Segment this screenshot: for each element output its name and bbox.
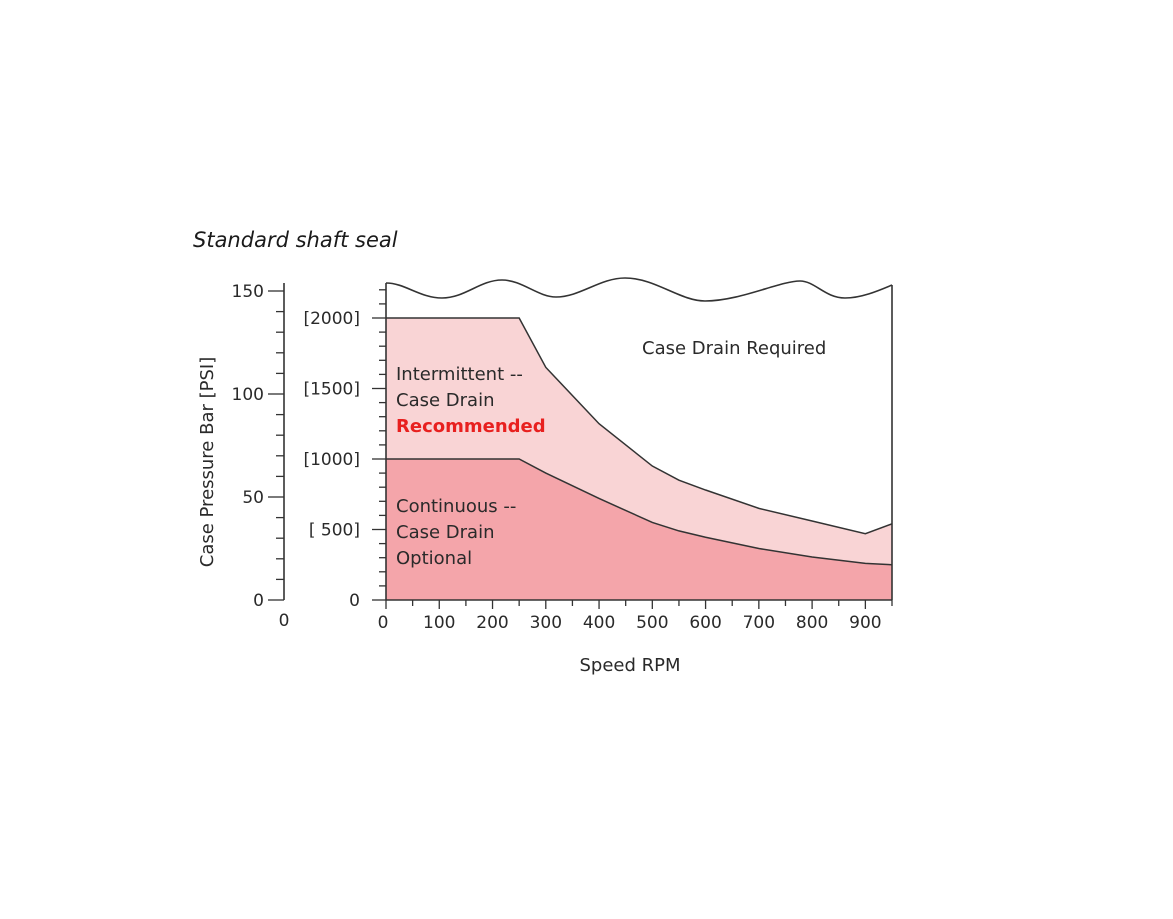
continuous-boundary-line — [386, 458, 893, 566]
x-tick-label: 0 — [378, 613, 389, 633]
x-tick-label: 100 — [423, 613, 455, 633]
x-tick-label: 500 — [636, 613, 668, 633]
x-tick-label: 800 — [796, 613, 828, 633]
continuous-area — [386, 459, 892, 600]
bar-tick-label: 50 — [242, 488, 264, 508]
area-layer — [386, 317, 893, 600]
continuous-label-line1: Continuous -- — [396, 496, 516, 517]
case-drain-required-label: Case Drain Required — [642, 338, 826, 359]
x-tick-label: 600 — [689, 613, 721, 633]
intermittent-label-line2: Case Drain — [396, 390, 494, 411]
bar-tick-label: 0 — [253, 591, 264, 611]
continuous-label-line2: Case Drain — [396, 522, 494, 543]
x-axis-title: Speed RPM — [579, 655, 680, 676]
psi-tick-label: 0 — [349, 591, 360, 611]
bar-tick-label: 150 — [232, 282, 264, 302]
chart-title: Standard shaft seal — [193, 228, 398, 252]
continuous-label-line3: Optional — [396, 548, 472, 569]
recommended-label: Recommended — [396, 416, 546, 437]
intermittent-boundary-line — [386, 317, 893, 535]
psi-tick-label: [1000] — [303, 450, 360, 470]
psi-tick-label: [1500] — [303, 380, 360, 400]
psi-tick-label: [2000] — [303, 309, 360, 329]
x-tick-label: 300 — [530, 613, 562, 633]
bar-axis-zero-label: 0 — [279, 611, 290, 631]
plot-top-wave — [385, 277, 893, 302]
y-axis-title: Case Pressure Bar [PSI] — [197, 357, 218, 568]
x-tick-label: 700 — [743, 613, 775, 633]
intermittent-label-line1: Intermittent -- — [396, 364, 523, 385]
bar-tick-label: 100 — [232, 385, 264, 405]
x-tick-label: 200 — [476, 613, 508, 633]
x-tick-label: 900 — [849, 613, 881, 633]
psi-tick-label: [ 500] — [309, 521, 360, 541]
x-tick-label: 400 — [583, 613, 615, 633]
